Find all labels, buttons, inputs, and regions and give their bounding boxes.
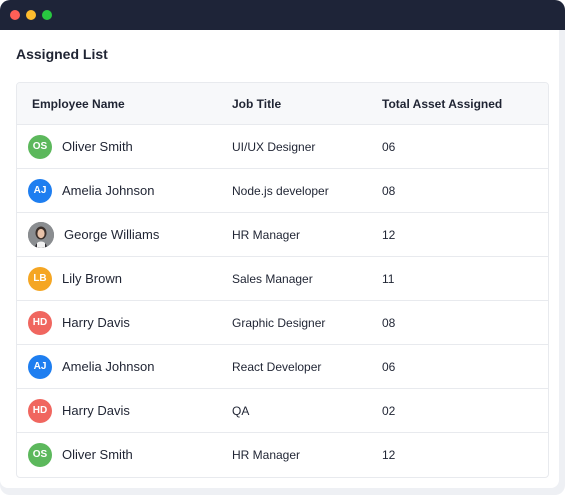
total-asset-assigned: 06 (382, 359, 396, 374)
avatar: HD (28, 310, 52, 335)
employee-cell: AJ Amelia Johnson (17, 354, 217, 379)
job-title: React Developer (232, 359, 322, 374)
employee-name: Amelia Johnson (62, 183, 155, 198)
close-window-button[interactable] (10, 10, 20, 20)
maximize-window-button[interactable] (42, 10, 52, 20)
avatar: AJ (28, 354, 52, 379)
header-total-asset: Total Asset Assigned (382, 96, 503, 111)
employee-name: Oliver Smith (62, 447, 133, 462)
table-row[interactable]: AJ Amelia Johnson React Developer 06 (17, 345, 548, 389)
job-title: Sales Manager (232, 271, 313, 286)
employee-name: George Williams (64, 227, 160, 242)
job-title: HR Manager (232, 447, 301, 462)
job-title: QA (232, 403, 250, 418)
table-row[interactable]: LB Lily Brown Sales Manager 11 (17, 257, 548, 301)
minimize-window-button[interactable] (26, 10, 36, 20)
employee-name: Harry Davis (62, 315, 130, 330)
person-photo-icon (28, 221, 54, 248)
employee-name: Amelia Johnson (62, 359, 155, 374)
total-asset-assigned: 12 (382, 447, 396, 462)
table-row[interactable]: George Williams HR Manager 12 (17, 213, 548, 257)
table-row[interactable]: OS Oliver Smith UI/UX Designer 06 (17, 125, 548, 169)
window-titlebar (0, 0, 565, 30)
employee-name: Oliver Smith (62, 139, 133, 154)
avatar: LB (28, 266, 52, 291)
total-asset-assigned: 11 (382, 271, 395, 286)
page-title: Assigned List (16, 46, 108, 62)
employee-cell: HD Harry Davis (17, 310, 217, 335)
header-employee-name: Employee Name (32, 96, 125, 111)
avatar: OS (28, 134, 52, 159)
table-row[interactable]: HD Harry Davis QA 02 (17, 389, 548, 433)
total-asset-assigned: 12 (382, 227, 396, 242)
header-job-title: Job Title (232, 96, 282, 111)
job-title: Node.js developer (232, 183, 329, 198)
job-title: Graphic Designer (232, 315, 326, 330)
avatar: OS (28, 442, 52, 467)
employee-name: Harry Davis (62, 403, 130, 418)
avatar (28, 221, 54, 248)
main-content: Assigned List Employee Name Job Title To… (0, 30, 559, 488)
employee-cell: OS Oliver Smith (17, 442, 217, 467)
table-row[interactable]: OS Oliver Smith HR Manager 12 (17, 433, 548, 476)
table-header: Employee Name Job Title Total Asset Assi… (17, 83, 548, 125)
table-row[interactable]: AJ Amelia Johnson Node.js developer 08 (17, 169, 548, 213)
employee-cell: OS Oliver Smith (17, 134, 217, 159)
employee-cell: HD Harry Davis (17, 398, 217, 423)
avatar: AJ (28, 178, 52, 203)
total-asset-assigned: 08 (382, 315, 396, 330)
employee-name: Lily Brown (62, 271, 122, 286)
total-asset-assigned: 08 (382, 183, 396, 198)
employee-cell: LB Lily Brown (17, 266, 217, 291)
employee-cell: George Williams (17, 221, 217, 248)
assigned-table: Employee Name Job Title Total Asset Assi… (16, 82, 549, 478)
employee-cell: AJ Amelia Johnson (17, 178, 217, 203)
total-asset-assigned: 06 (382, 139, 396, 154)
table-body: OS Oliver Smith UI/UX Designer 06 AJ Ame… (17, 125, 548, 476)
avatar: HD (28, 398, 52, 423)
job-title: HR Manager (232, 227, 301, 242)
job-title: UI/UX Designer (232, 139, 316, 154)
total-asset-assigned: 02 (382, 403, 396, 418)
table-row[interactable]: HD Harry Davis Graphic Designer 08 (17, 301, 548, 345)
